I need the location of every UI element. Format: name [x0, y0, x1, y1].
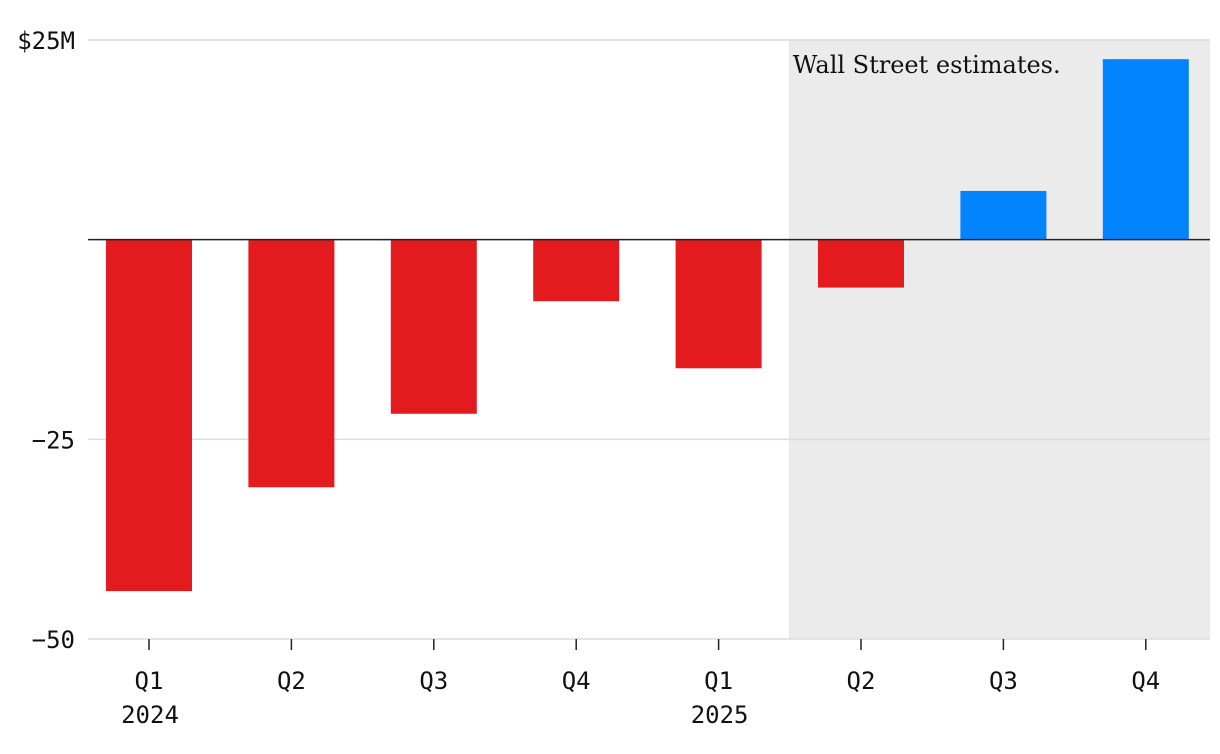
y-tick-label: −25	[32, 426, 75, 454]
bar	[818, 239, 904, 288]
x-tick-label: Q3	[989, 667, 1018, 695]
y-tick-label: $25M	[17, 27, 75, 55]
x-tick-label: Q4	[1131, 667, 1160, 695]
bar	[675, 239, 762, 369]
x-tick-label: Q1	[704, 667, 733, 695]
bar	[106, 239, 192, 592]
estimate-annotation: Wall Street estimates.	[793, 51, 1061, 79]
bar	[533, 239, 620, 302]
bar	[960, 190, 1047, 240]
x-tick-label: Q1	[135, 667, 164, 695]
bar	[1102, 59, 1189, 240]
x-tick-label: Q4	[562, 667, 591, 695]
bar	[390, 239, 477, 414]
x-tick-label: Q2	[847, 667, 876, 695]
year-label: 2025	[691, 701, 749, 729]
x-tick-label: Q3	[419, 667, 448, 695]
year-label: 2024	[121, 701, 179, 729]
y-tick-label: −50	[32, 626, 75, 654]
x-tick-label: Q2	[277, 667, 306, 695]
bar	[248, 239, 335, 488]
